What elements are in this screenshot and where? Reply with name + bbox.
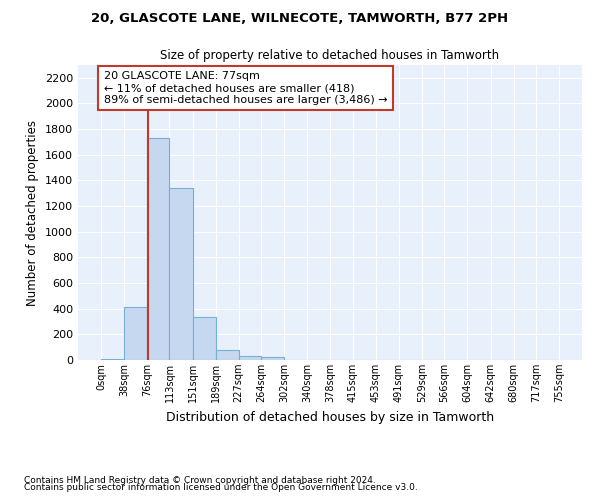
Title: Size of property relative to detached houses in Tamworth: Size of property relative to detached ho… <box>160 50 500 62</box>
Bar <box>261 358 284 360</box>
Bar <box>124 308 147 360</box>
X-axis label: Distribution of detached houses by size in Tamworth: Distribution of detached houses by size … <box>166 410 494 424</box>
Bar <box>193 317 215 360</box>
Y-axis label: Number of detached properties: Number of detached properties <box>26 120 40 306</box>
Text: 20 GLASCOTE LANE: 77sqm
← 11% of detached houses are smaller (418)
89% of semi-d: 20 GLASCOTE LANE: 77sqm ← 11% of detache… <box>104 72 388 104</box>
Text: 20, GLASCOTE LANE, WILNECOTE, TAMWORTH, B77 2PH: 20, GLASCOTE LANE, WILNECOTE, TAMWORTH, … <box>91 12 509 26</box>
Bar <box>215 350 239 360</box>
Text: Contains public sector information licensed under the Open Government Licence v3: Contains public sector information licen… <box>24 484 418 492</box>
Bar <box>239 356 261 360</box>
Bar <box>101 358 124 360</box>
Bar <box>147 138 169 360</box>
Bar <box>169 188 193 360</box>
Text: Contains HM Land Registry data © Crown copyright and database right 2024.: Contains HM Land Registry data © Crown c… <box>24 476 376 485</box>
